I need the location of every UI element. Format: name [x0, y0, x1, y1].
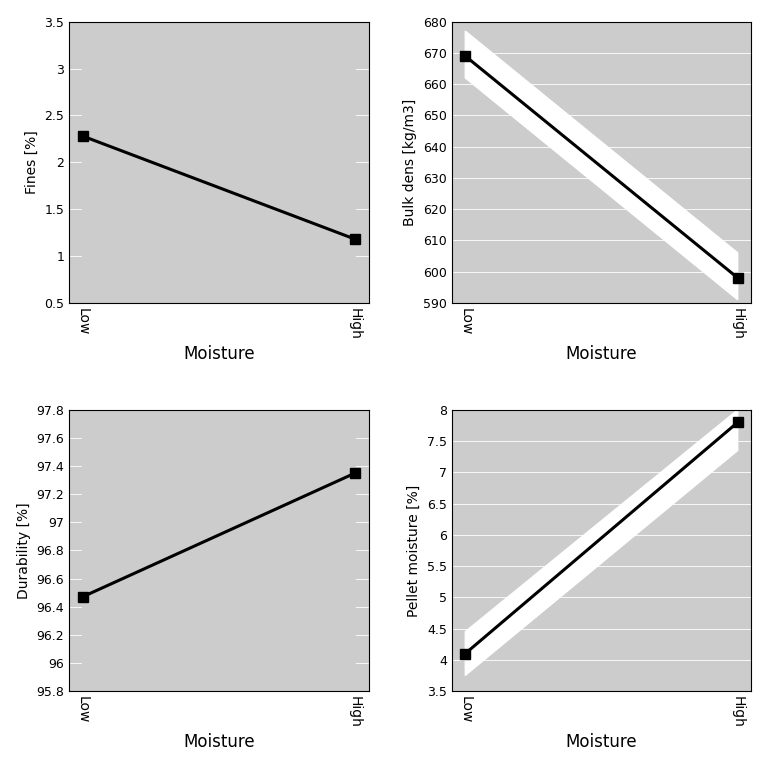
Polygon shape [83, 410, 355, 627]
Polygon shape [83, 22, 355, 267]
Polygon shape [83, 410, 355, 627]
Y-axis label: Durability [%]: Durability [%] [17, 502, 31, 599]
Polygon shape [83, 515, 355, 691]
Polygon shape [83, 515, 355, 627]
X-axis label: Moisture: Moisture [183, 733, 255, 751]
X-axis label: Moisture: Moisture [183, 345, 255, 363]
Y-axis label: Pellet moisture [%]: Pellet moisture [%] [407, 485, 421, 617]
X-axis label: Moisture: Moisture [566, 345, 637, 363]
Polygon shape [465, 31, 738, 300]
Polygon shape [83, 22, 355, 267]
Polygon shape [83, 200, 355, 303]
Polygon shape [83, 515, 355, 691]
X-axis label: Moisture: Moisture [566, 733, 637, 751]
Polygon shape [465, 410, 738, 675]
Polygon shape [83, 200, 355, 303]
Y-axis label: Bulk dens [kg/m3]: Bulk dens [kg/m3] [403, 98, 417, 226]
Polygon shape [83, 200, 355, 267]
Y-axis label: Fines [%]: Fines [%] [25, 131, 38, 194]
